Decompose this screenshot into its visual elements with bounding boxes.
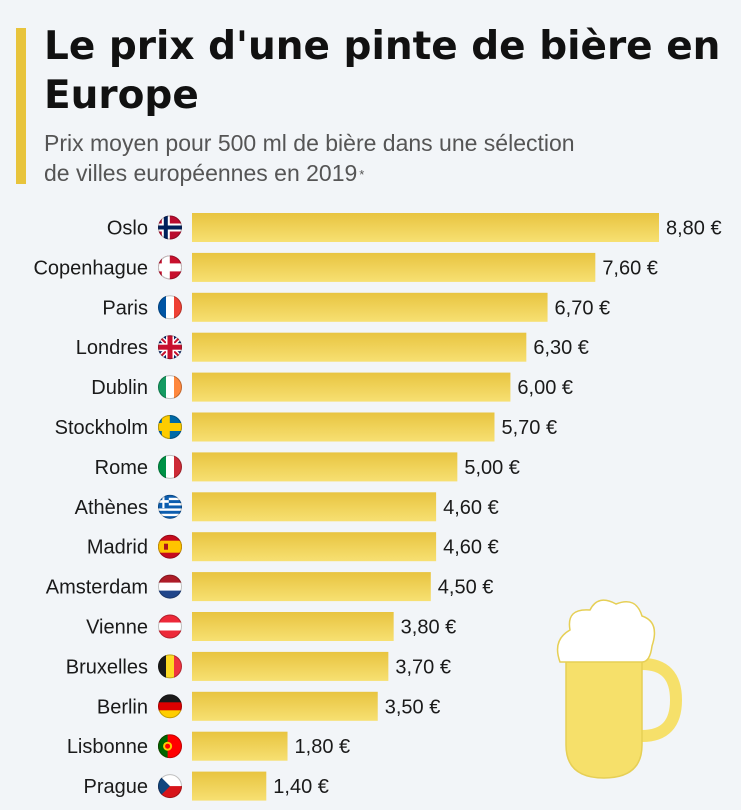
ireland-flag-icon	[158, 375, 182, 400]
austria-flag-icon	[158, 614, 182, 639]
uk-flag-icon	[158, 335, 182, 360]
city-label: Oslo	[107, 218, 148, 240]
chart-row: Oslo 8,80 €	[107, 213, 722, 242]
denmark-flag-icon	[158, 255, 182, 280]
city-label: Amsterdam	[46, 577, 148, 599]
value-label: 3,70 €	[395, 656, 451, 678]
bar	[192, 412, 495, 442]
value-label: 1,80 €	[295, 736, 351, 758]
spain-flag-icon	[158, 534, 182, 559]
chart-row: Madrid 4,60 €	[87, 532, 499, 562]
city-label: Madrid	[87, 537, 148, 559]
bar	[192, 532, 437, 562]
chart-row: Dublin 6,00 €	[91, 372, 573, 402]
value-label: 4,50 €	[438, 577, 494, 599]
city-label: Copenhague	[33, 257, 148, 279]
city-label: Bruxelles	[66, 656, 148, 678]
bar	[192, 372, 511, 402]
city-label: Londres	[76, 337, 148, 359]
page-title: Le prix d'une pinte de bière en Europe	[44, 24, 721, 118]
sweden-flag-icon	[158, 415, 182, 439]
bar	[192, 572, 431, 602]
italy-flag-icon	[158, 454, 182, 479]
chart-row: Prague 1,40 €	[84, 771, 329, 801]
bar	[192, 492, 437, 522]
accent-bar	[16, 28, 26, 184]
value-label: 6,70 €	[555, 297, 611, 319]
city-label: Paris	[102, 297, 148, 319]
bar	[192, 452, 458, 482]
chart-row: Copenhague 7,60 €	[33, 252, 658, 282]
france-flag-icon	[158, 295, 182, 320]
bar	[192, 332, 527, 362]
value-label: 6,30 €	[533, 337, 589, 359]
chart-row: Vienne 3,80 €	[86, 612, 456, 641]
city-label: Athènes	[75, 497, 148, 519]
bar	[192, 213, 659, 242]
bar	[192, 771, 267, 801]
chart-row: Amsterdam 4,50 €	[46, 572, 494, 602]
value-label: 5,00 €	[464, 457, 520, 479]
chart-row: Paris 6,70 €	[102, 292, 611, 322]
chart-row: Athènes 4,60 €	[75, 492, 499, 522]
greece-flag-icon	[158, 494, 182, 519]
chart-row: Londres 6,30 €	[76, 332, 589, 362]
value-label: 1,40 €	[273, 776, 329, 798]
chart-row: Berlin 3,50 €	[97, 691, 441, 721]
city-label: Stockholm	[55, 417, 148, 439]
subtitle-text: Prix moyen pour 500 ml de bière dans une…	[44, 130, 575, 186]
chart-row: Bruxelles 3,70 €	[66, 651, 451, 681]
netherlands-flag-icon	[158, 574, 182, 599]
city-label: Lisbonne	[67, 736, 148, 758]
czech-flag-icon	[158, 774, 182, 799]
value-label: 4,60 €	[443, 537, 499, 559]
bar	[192, 731, 288, 761]
bar	[192, 612, 394, 641]
value-label: 5,70 €	[501, 417, 557, 439]
footnote-marker: *	[359, 167, 365, 182]
bar	[192, 691, 378, 721]
value-label: 4,60 €	[443, 497, 499, 519]
bar	[192, 252, 596, 282]
beer-mug-illustration	[556, 599, 683, 779]
norway-flag-icon	[158, 215, 182, 240]
value-label: 3,80 €	[401, 617, 457, 639]
page-subtitle: Prix moyen pour 500 ml de bière dans une…	[44, 128, 604, 188]
city-label: Prague	[84, 776, 149, 798]
bar	[192, 651, 389, 681]
belgium-flag-icon	[158, 654, 182, 679]
city-label: Vienne	[86, 617, 148, 639]
chart-row: Stockholm 5,70 €	[55, 412, 557, 442]
bar	[192, 292, 548, 322]
portugal-flag-icon	[158, 734, 182, 759]
city-label: Rome	[95, 457, 148, 479]
city-label: Dublin	[91, 377, 148, 399]
chart-row: Lisbonne 1,80 €	[67, 731, 351, 761]
value-label: 3,50 €	[385, 696, 441, 718]
chart-row: Rome 5,00 €	[95, 452, 520, 482]
value-label: 8,80 €	[666, 218, 722, 240]
value-label: 6,00 €	[517, 377, 573, 399]
value-label: 7,60 €	[602, 257, 658, 279]
germany-flag-icon	[158, 694, 182, 719]
city-label: Berlin	[97, 696, 148, 718]
